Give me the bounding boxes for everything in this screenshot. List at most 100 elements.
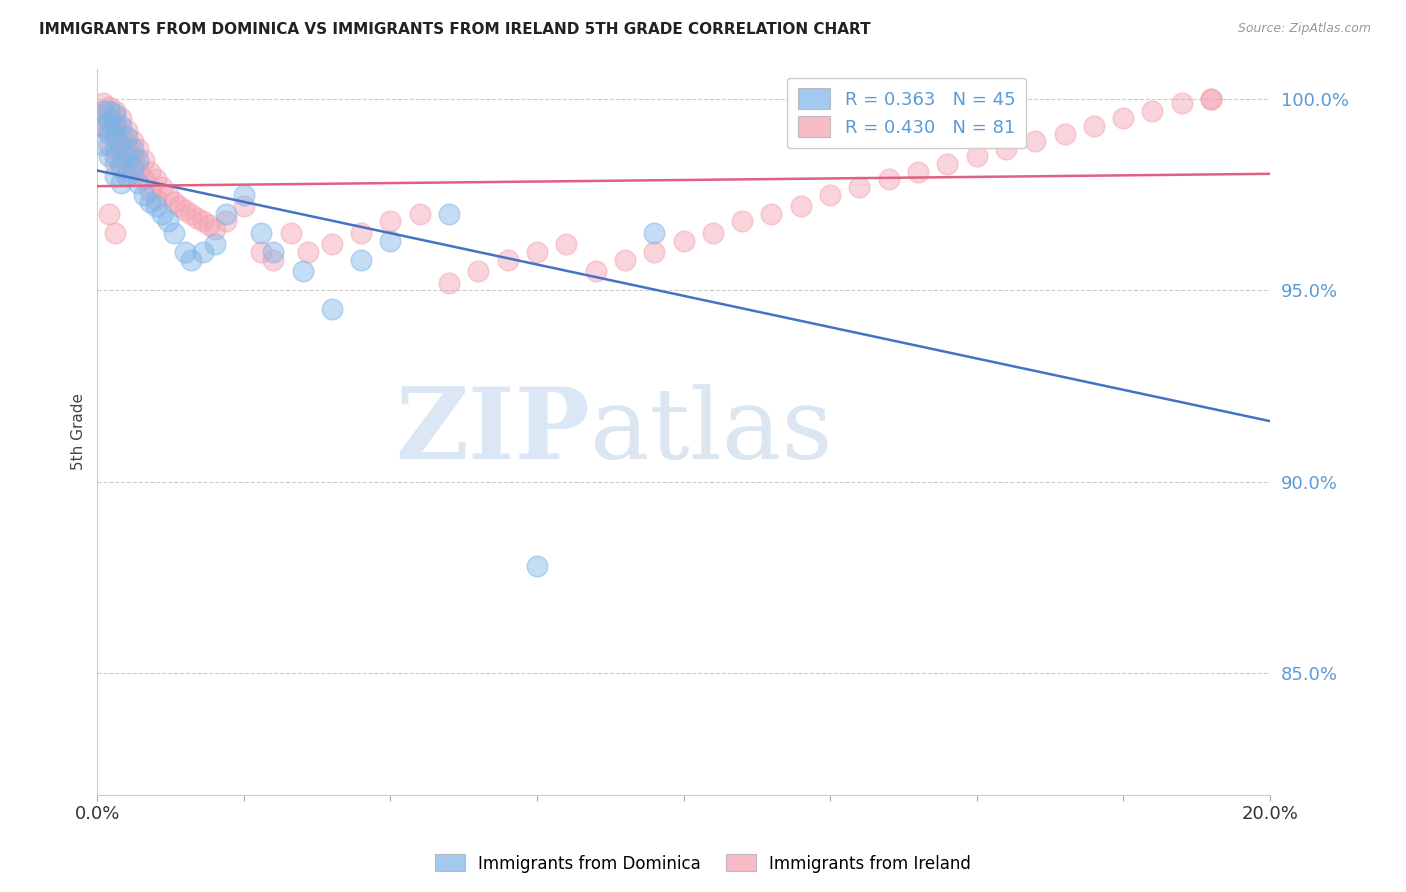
- Point: [98, 122, 121, 136]
- Point: [121, 169, 143, 183]
- Point: [204, 222, 226, 236]
- Point: [115, 122, 138, 136]
- Point: [1024, 134, 1046, 148]
- Point: [1199, 92, 1222, 106]
- Point: [127, 176, 149, 190]
- Point: [104, 149, 127, 163]
- Point: [262, 245, 284, 260]
- Point: [134, 187, 156, 202]
- Point: [98, 103, 121, 118]
- Point: [110, 119, 132, 133]
- Point: [350, 252, 373, 267]
- Point: [250, 245, 273, 260]
- Point: [790, 199, 813, 213]
- Point: [232, 187, 254, 202]
- Point: [467, 264, 489, 278]
- Y-axis label: 5th Grade: 5th Grade: [72, 393, 86, 470]
- Point: [380, 234, 402, 248]
- Point: [1199, 92, 1222, 106]
- Point: [104, 119, 127, 133]
- Point: [585, 264, 607, 278]
- Point: [110, 176, 132, 190]
- Point: [127, 142, 149, 156]
- Point: [409, 207, 432, 221]
- Point: [91, 103, 114, 118]
- Point: [162, 226, 184, 240]
- Point: [104, 142, 127, 156]
- Point: [936, 157, 959, 171]
- Point: [1053, 127, 1076, 141]
- Point: [350, 226, 373, 240]
- Text: Source: ZipAtlas.com: Source: ZipAtlas.com: [1237, 22, 1371, 36]
- Point: [818, 187, 841, 202]
- Point: [98, 207, 121, 221]
- Point: [145, 199, 167, 213]
- Point: [1142, 103, 1164, 118]
- Point: [121, 134, 143, 148]
- Point: [162, 195, 184, 210]
- Point: [134, 172, 156, 186]
- Text: atlas: atlas: [589, 384, 832, 480]
- Point: [555, 237, 578, 252]
- Point: [134, 153, 156, 168]
- Point: [761, 207, 783, 221]
- Point: [191, 245, 214, 260]
- Point: [643, 226, 665, 240]
- Point: [121, 149, 143, 163]
- Point: [145, 192, 167, 206]
- Point: [526, 245, 548, 260]
- Point: [180, 207, 202, 221]
- Point: [262, 252, 284, 267]
- Point: [98, 149, 121, 163]
- Point: [110, 112, 132, 126]
- Text: IMMIGRANTS FROM DOMINICA VS IMMIGRANTS FROM IRELAND 5TH GRADE CORRELATION CHART: IMMIGRANTS FROM DOMINICA VS IMMIGRANTS F…: [39, 22, 870, 37]
- Point: [127, 153, 149, 168]
- Point: [994, 142, 1017, 156]
- Point: [174, 202, 197, 217]
- Point: [232, 199, 254, 213]
- Point: [215, 207, 238, 221]
- Point: [91, 119, 114, 133]
- Point: [98, 115, 121, 129]
- Point: [156, 214, 179, 228]
- Point: [121, 142, 143, 156]
- Point: [321, 237, 343, 252]
- Point: [104, 103, 127, 118]
- Point: [848, 180, 870, 194]
- Point: [98, 112, 121, 126]
- Point: [291, 264, 314, 278]
- Point: [139, 165, 162, 179]
- Point: [877, 172, 900, 186]
- Point: [104, 127, 127, 141]
- Point: [643, 245, 665, 260]
- Point: [139, 195, 162, 210]
- Point: [110, 157, 132, 171]
- Point: [215, 214, 238, 228]
- Point: [297, 245, 319, 260]
- Point: [115, 138, 138, 153]
- Point: [104, 115, 127, 129]
- Point: [104, 130, 127, 145]
- Point: [121, 161, 143, 175]
- Point: [186, 211, 208, 225]
- Point: [1083, 119, 1105, 133]
- Point: [197, 219, 219, 233]
- Point: [380, 214, 402, 228]
- Point: [139, 184, 162, 198]
- Point: [437, 207, 460, 221]
- Point: [672, 234, 695, 248]
- Point: [848, 103, 870, 118]
- Point: [150, 180, 173, 194]
- Point: [110, 161, 132, 175]
- Point: [907, 165, 929, 179]
- Text: ZIP: ZIP: [395, 384, 589, 480]
- Point: [613, 252, 636, 267]
- Point: [115, 130, 138, 145]
- Point: [104, 107, 127, 121]
- Point: [1171, 95, 1194, 110]
- Point: [91, 119, 114, 133]
- Legend: Immigrants from Dominica, Immigrants from Ireland: Immigrants from Dominica, Immigrants fro…: [429, 847, 977, 880]
- Point: [731, 214, 754, 228]
- Point: [110, 142, 132, 156]
- Point: [150, 207, 173, 221]
